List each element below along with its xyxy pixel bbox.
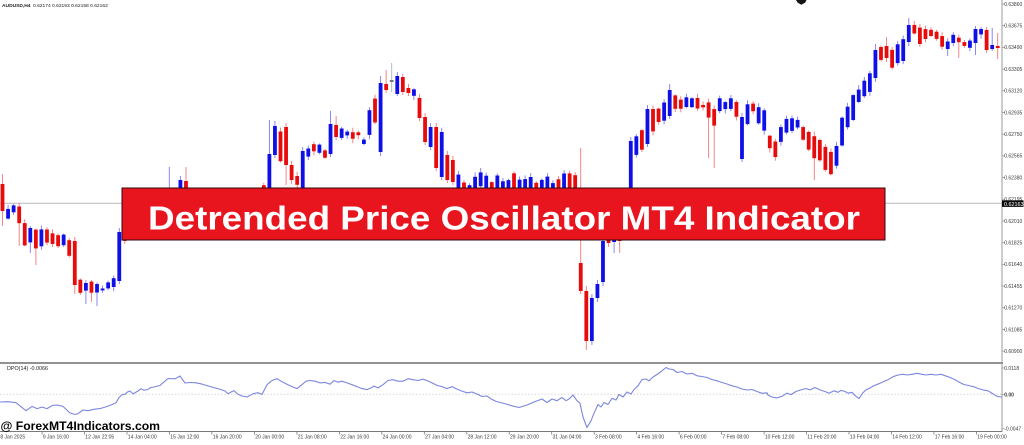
svg-text:0.0118: 0.0118	[1004, 366, 1019, 372]
svg-text:31 Jan 04:00: 31 Jan 04:00	[553, 435, 582, 441]
svg-text:0.00: 0.00	[1004, 392, 1014, 398]
svg-text:0.62935: 0.62935	[1004, 110, 1022, 116]
svg-text:29 Jan 20:00: 29 Jan 20:00	[510, 435, 539, 441]
svg-text:28 Jan 12:00: 28 Jan 12:00	[468, 435, 497, 441]
svg-text:0.62195: 0.62195	[1004, 197, 1022, 203]
svg-text:6 Feb 00:00: 6 Feb 00:00	[680, 435, 707, 441]
svg-text:0.63120: 0.63120	[1004, 89, 1022, 95]
svg-text:9 Jan 16:00: 9 Jan 16:00	[43, 435, 69, 441]
svg-text:14 Feb 12:00: 14 Feb 12:00	[892, 435, 922, 441]
svg-text:@ ForexMT4Indicators.com: @ ForexMT4Indicators.com	[1, 419, 161, 433]
svg-text:11 Feb 20:00: 11 Feb 20:00	[807, 435, 836, 441]
svg-text:19 Feb 00:00: 19 Feb 00:00	[977, 435, 1007, 441]
svg-text:0.61640: 0.61640	[1004, 262, 1022, 268]
svg-text:0.61270: 0.61270	[1004, 306, 1022, 312]
svg-text:3 Feb 08:00: 3 Feb 08:00	[595, 435, 622, 441]
svg-text:16 Jan 20:00: 16 Jan 20:00	[213, 435, 242, 441]
svg-text:4 Feb 16:00: 4 Feb 16:00	[637, 435, 664, 441]
svg-text:0.61085: 0.61085	[1004, 327, 1022, 333]
svg-text:8 Jan 2025: 8 Jan 2025	[0, 435, 25, 441]
svg-text:0.62750: 0.62750	[1004, 132, 1022, 138]
svg-text:DPO(14) -0.0066: DPO(14) -0.0066	[7, 366, 48, 372]
svg-text:0.60900: 0.60900	[1004, 349, 1022, 355]
svg-text:0.63490: 0.63490	[1004, 45, 1022, 51]
svg-text:27 Jan 04:00: 27 Jan 04:00	[425, 435, 454, 441]
svg-text:0.61825: 0.61825	[1004, 241, 1022, 247]
svg-text:0.62174 0.62193 0.62158 0.6216: 0.62174 0.62193 0.62158 0.62162	[33, 3, 108, 9]
svg-text:0.62380: 0.62380	[1004, 175, 1022, 181]
svg-text:0.62163: 0.62163	[1004, 202, 1024, 208]
svg-text:0.63675: 0.63675	[1004, 24, 1022, 30]
svg-text:-0.0047: -0.0047	[1004, 427, 1021, 433]
svg-text:12 Jan 22:05: 12 Jan 22:05	[85, 435, 114, 441]
svg-text:0.63860: 0.63860	[1004, 2, 1022, 8]
svg-text:20 Jan 00:00: 20 Jan 00:00	[255, 435, 284, 441]
svg-text:14 Jan 04:00: 14 Jan 04:00	[128, 435, 157, 441]
svg-text:0.62010: 0.62010	[1004, 219, 1022, 225]
svg-text:0.62565: 0.62565	[1004, 154, 1022, 160]
svg-text:21 Jan 08:00: 21 Jan 08:00	[298, 435, 327, 441]
svg-text:24 Jan 00:00: 24 Jan 00:00	[383, 435, 412, 441]
svg-text:10 Feb 12:00: 10 Feb 12:00	[765, 435, 795, 441]
svg-text:0.61455: 0.61455	[1004, 284, 1022, 290]
svg-text:Detrended Price Oscillator MT4: Detrended Price Oscillator MT4 Indicator	[148, 201, 860, 238]
svg-text:22 Jan 16:00: 22 Jan 16:00	[340, 435, 369, 441]
svg-text:17 Feb 16:00: 17 Feb 16:00	[935, 435, 965, 441]
svg-text:15 Jan 12:00: 15 Jan 12:00	[170, 435, 199, 441]
svg-text:7 Feb 08:00: 7 Feb 08:00	[722, 435, 749, 441]
svg-text:AUDUSD,H4: AUDUSD,H4	[2, 3, 31, 9]
svg-text:0.63305: 0.63305	[1004, 67, 1022, 73]
svg-text:13 Feb 04:00: 13 Feb 04:00	[850, 435, 880, 441]
